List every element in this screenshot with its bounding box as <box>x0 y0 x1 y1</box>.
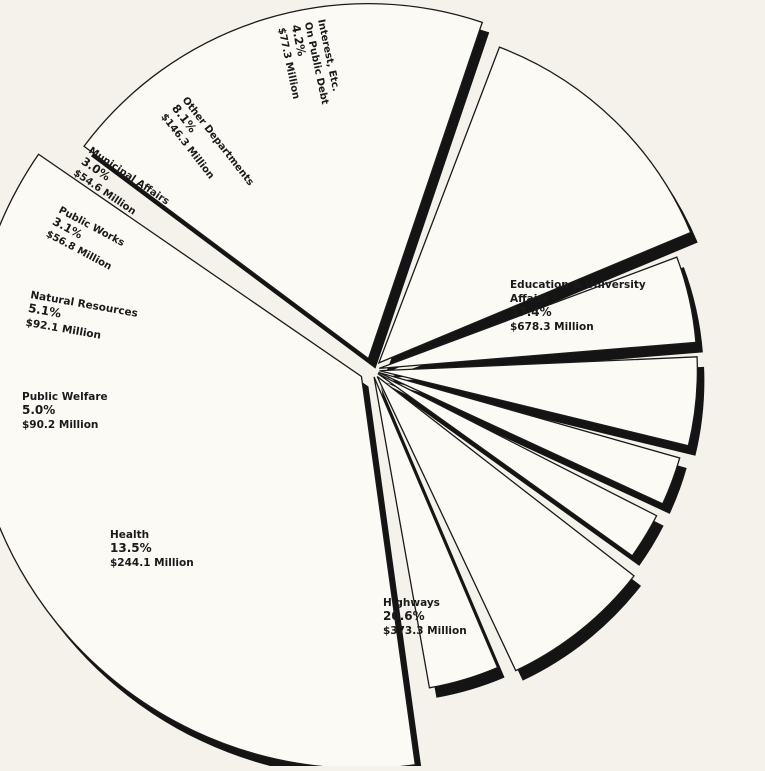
slice-percent-label: 20.6% <box>383 609 425 623</box>
slice-percent-label: 5.1% <box>27 301 62 321</box>
slice-amount-label: $244.1 Million <box>110 557 194 569</box>
pie-slice-natural-resources <box>379 356 699 447</box>
slice-amount-label: $678.3 Million <box>510 321 594 333</box>
slice-name-label: Education & University <box>510 279 646 291</box>
slice-percent-label: 4.2% <box>289 23 309 58</box>
slice-name-label: Highways <box>383 597 440 609</box>
pie-slice-interest-etc-on-public-debt <box>373 376 499 689</box>
pie-slice-public-welfare <box>379 256 697 370</box>
pie-slice-highways <box>83 3 484 360</box>
pie-slice-public-works <box>378 371 681 505</box>
slice-amount-label: $90.2 Million <box>22 419 98 431</box>
slice-percent-label: 5.0% <box>22 403 55 417</box>
pie-slice-health <box>377 46 692 365</box>
face-layer <box>0 3 699 770</box>
pie-slice-municipal-affairs <box>377 372 658 557</box>
slice-name-label: Health <box>110 529 149 541</box>
slice-name-label: Affairs <box>510 293 549 305</box>
slice-percent-label: 13.5% <box>110 541 152 555</box>
slice-percent-label: 37.4% <box>510 305 552 319</box>
slice-name-label: Public Welfare <box>22 391 108 403</box>
slice-amount-label: $373.3 Million <box>383 625 467 637</box>
pie-slice-other-departments <box>376 375 635 672</box>
pie-slice-education-university-affairs <box>0 153 417 770</box>
